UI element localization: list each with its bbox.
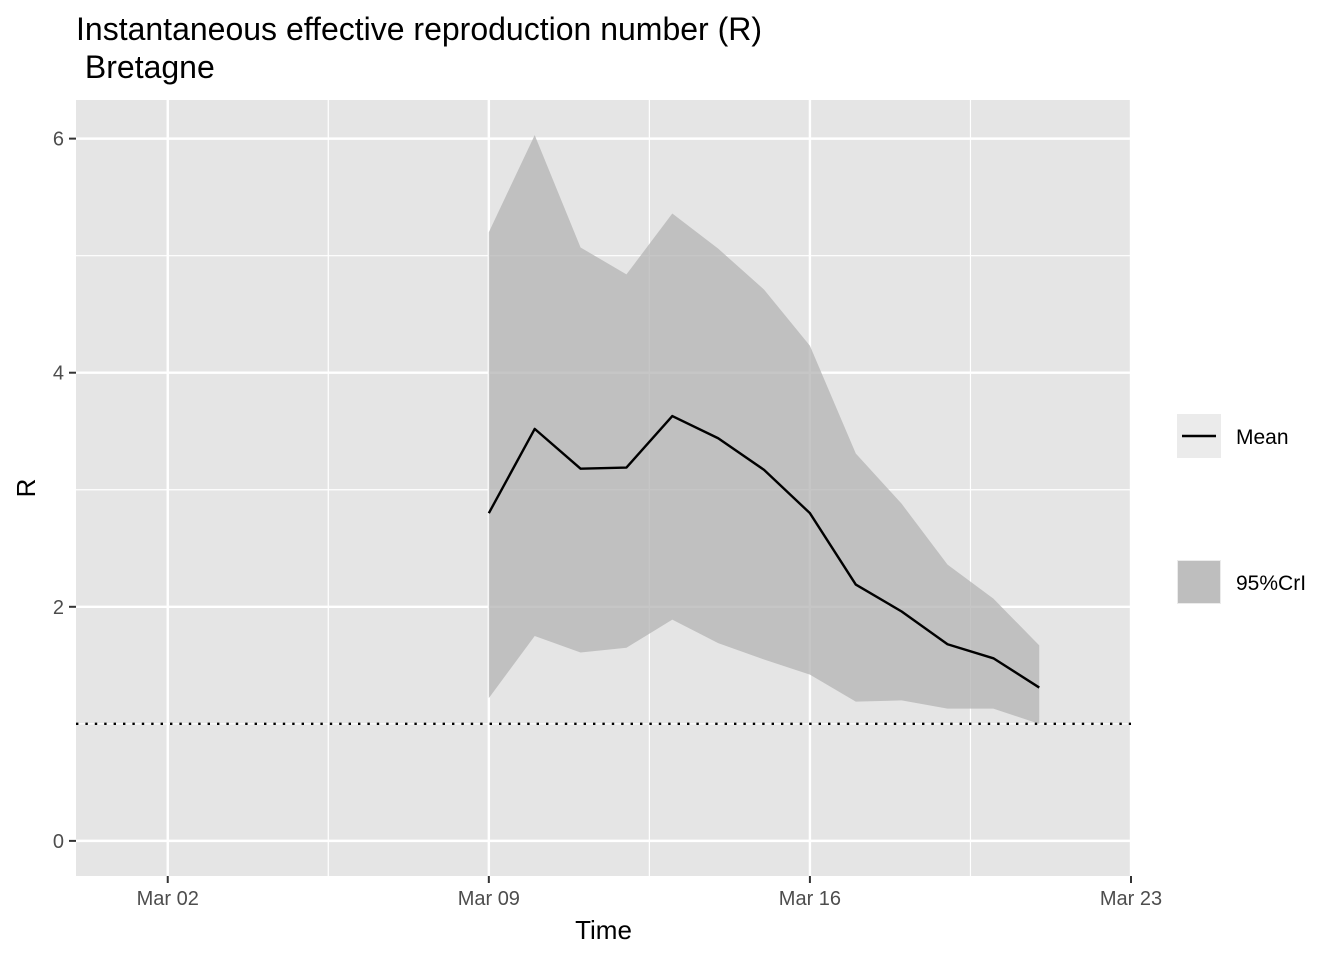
x-tick-label: Mar 16 — [779, 888, 841, 910]
x-tick-label: Mar 09 — [458, 888, 520, 910]
y-axis-title: R — [11, 479, 41, 498]
x-axis-title: Time — [575, 915, 632, 945]
y-tick-label: 4 — [53, 363, 64, 385]
legend: Mean 95%CrI — [1177, 414, 1306, 604]
y-axis: 0 2 4 6 — [53, 129, 76, 853]
y-tick-label: 6 — [53, 129, 64, 151]
chart-subtitle: Bretagne — [76, 49, 215, 85]
credible-interval-ribbon — [488, 135, 1040, 724]
legend-label-cri: 95%CrI — [1236, 572, 1306, 595]
y-tick-label: 0 — [53, 831, 64, 853]
legend-label-mean: Mean — [1236, 426, 1289, 449]
mean-line — [487, 414, 1040, 689]
legend-fill-cri-icon — [1178, 561, 1220, 603]
x-axis: Mar 02 Mar 09 Mar 16 Mar 23 — [137, 876, 1162, 910]
chart-title: Instantaneous effective reproduction num… — [76, 11, 763, 47]
x-tick-label: Mar 23 — [1100, 888, 1162, 910]
y-tick-label: 2 — [53, 597, 64, 619]
x-tick-label: Mar 02 — [137, 888, 199, 910]
